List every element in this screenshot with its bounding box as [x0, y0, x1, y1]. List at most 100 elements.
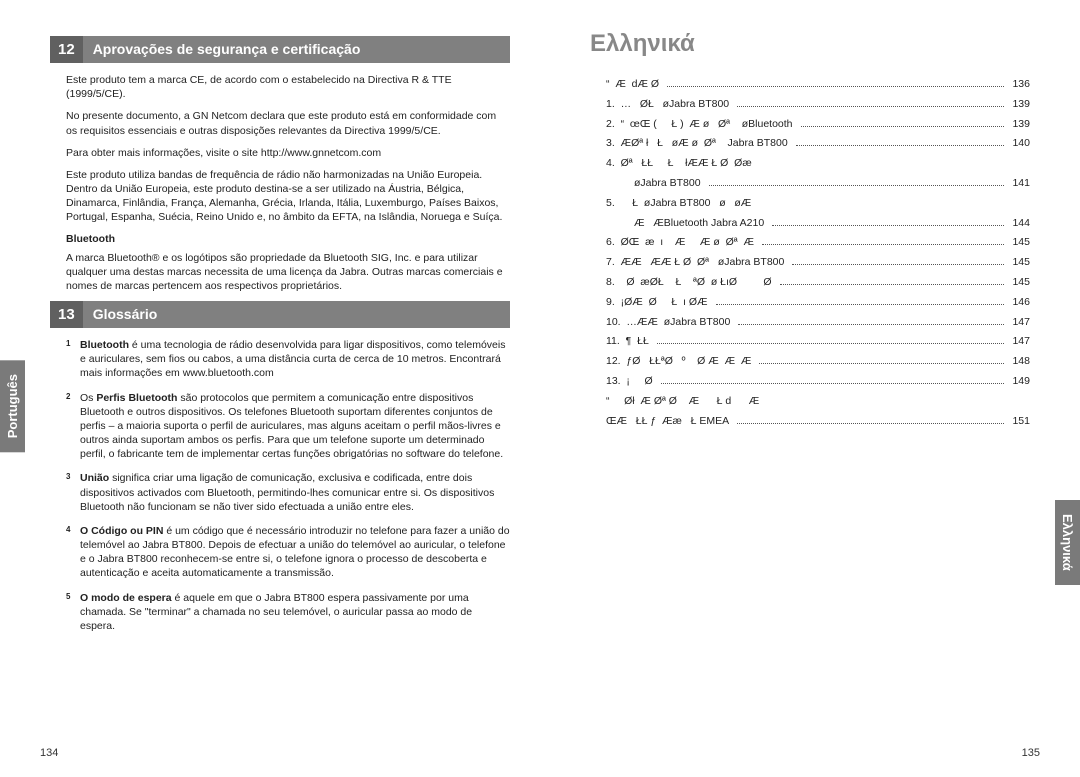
section-13-title: Glossário	[83, 301, 510, 328]
glossary-5: 5 O modo de espera é aquele em que o Jab…	[66, 591, 510, 634]
toc-leader	[661, 383, 1005, 384]
para-ce: Este produto tem a marca CE, de acordo c…	[66, 73, 510, 101]
toc-page: 147	[1012, 314, 1030, 331]
bluetooth-heading: Bluetooth	[66, 233, 510, 245]
glossary-1-num: 1	[66, 339, 74, 382]
toc-label: 3. ÆØª ł Ł øÆ ø Øª Jabra BT800	[606, 135, 788, 152]
toc-label: ŒÆ ŁŁ ƒ Ææ Ł EMEA	[606, 413, 729, 430]
toc-row: 5. Ł øJabra BT800 ø øÆ	[606, 195, 1030, 212]
glossary-4: 4 O Código ou PIN é um código que é nece…	[66, 524, 510, 581]
toc-row: 1. … ØŁ øJabra BT800 139	[606, 96, 1030, 113]
toc-row: 7. ÆÆ ÆÆ Ł Ø Øª øJabra BT800 145	[606, 254, 1030, 271]
page-num-left: 134	[40, 747, 58, 759]
toc-row: 12. ƒØ ŁŁªØ º Ø Æ Æ Æ 148	[606, 353, 1030, 370]
toc-leader	[792, 264, 1004, 265]
toc-page: 145	[1012, 254, 1030, 271]
section-12-title: Aprovações de segurança e certificação	[83, 36, 510, 63]
toc-page: 145	[1012, 234, 1030, 251]
table-of-contents: “ Æ dÆ Ø1361. … ØŁ øJabra BT8001392. “ œ…	[606, 76, 1030, 429]
toc-page: 139	[1012, 116, 1030, 133]
toc-row: “ Æ dÆ Ø 136	[606, 76, 1030, 93]
greek-title: Ελληνικά	[590, 30, 1030, 58]
section-12-num: 12	[50, 36, 83, 63]
toc-leader	[709, 185, 1005, 186]
toc-label: 1. … ØŁ øJabra BT800	[606, 96, 729, 113]
toc-row: 6. ØŒ æ ı Æ Æ ø Øª Æ 145	[606, 234, 1030, 251]
toc-page: 136	[1012, 76, 1030, 93]
para-conformity: No presente documento, a GN Netcom decla…	[66, 109, 510, 137]
toc-page: 141	[1012, 175, 1030, 192]
section-13-num: 13	[50, 301, 83, 328]
toc-row: Æ ÆBluetooth Jabra A210 144	[606, 215, 1030, 232]
glossary-4-text: O Código ou PIN é um código que é necess…	[80, 524, 510, 581]
toc-label: 9. ¡ØÆ Ø Ł ı ØÆ	[606, 294, 708, 311]
toc-row: 4. Øª ŁŁ Ł łÆÆ Ł Ø Øæ	[606, 155, 1030, 172]
toc-row: øJabra BT800 141	[606, 175, 1030, 192]
toc-row: “ Øł Æ Øª Ø Æ Ł d Æ	[606, 393, 1030, 410]
toc-row: 13. ¡ Ø 149	[606, 373, 1030, 390]
toc-label: 6. ØŒ æ ı Æ Æ ø Øª Æ	[606, 234, 754, 251]
glossary-1-text: Bluetooth é uma tecnologia de rádio dese…	[80, 338, 510, 381]
page-right: Ελληνικά Ελληνικά “ Æ dÆ Ø 136 1. … ØŁ øJa…	[540, 0, 1080, 777]
glossary-4-num: 4	[66, 525, 74, 582]
toc-label: 13. ¡ Ø	[606, 373, 653, 390]
toc-label: “ Øł Æ Øª Ø Æ Ł d Æ	[606, 393, 759, 410]
toc-label: Æ ÆBluetooth Jabra A210	[634, 215, 764, 232]
toc-label: 5. Ł øJabra BT800 ø øÆ	[606, 195, 751, 212]
toc-label: 12. ƒØ ŁŁªØ º Ø Æ Æ Æ	[606, 353, 751, 370]
toc-page: 151	[1012, 413, 1030, 430]
toc-page: 148	[1012, 353, 1030, 370]
toc-label: 11. ¶ ŁŁ	[606, 333, 649, 350]
toc-row: 2. “ œŒ ( Ł ) Æ ø Øª øBluetooth 139	[606, 116, 1030, 133]
toc-leader	[657, 343, 1005, 344]
toc-page: 140	[1012, 135, 1030, 152]
para-moreinfo: Para obter mais informações, visite o si…	[66, 146, 510, 160]
toc-page: 139	[1012, 96, 1030, 113]
toc-label: 4. Øª ŁŁ Ł łÆÆ Ł Ø Øæ	[606, 155, 752, 172]
toc-leader	[759, 363, 1004, 364]
glossary-5-num: 5	[66, 592, 74, 635]
page-left: Português 12 Aprovações de segurança e c…	[0, 0, 540, 777]
glossary-3: 3 União significa criar uma ligação de c…	[66, 471, 510, 514]
glossary-1: 1 Bluetooth é uma tecnologia de rádio de…	[66, 338, 510, 381]
toc-row: 8. Ø æØŁ Ł ªØ ø ŁıØ Ø145	[606, 274, 1030, 291]
glossary-5-text: O modo de espera é aquele em que o Jabra…	[80, 591, 510, 634]
toc-leader	[796, 145, 1005, 146]
para-bt-trademark: A marca Bluetooth® e os logótipos são pr…	[66, 251, 510, 294]
toc-leader	[772, 225, 1004, 226]
toc-row: 10. …ÆÆ øJabra BT800 147	[606, 314, 1030, 331]
glossary-2-text: Os Perfis Bluetooth são protocolos que p…	[80, 391, 510, 462]
toc-leader	[738, 324, 1004, 325]
toc-row: 11. ¶ ŁŁ 147	[606, 333, 1030, 350]
toc-leader	[780, 284, 1005, 285]
section-13-header: 13 Glossário	[50, 301, 510, 328]
toc-page: 147	[1012, 333, 1030, 350]
toc-leader	[762, 244, 1004, 245]
toc-leader	[667, 86, 1004, 87]
toc-leader	[716, 304, 1005, 305]
para-eu: Este produto utiliza bandas de frequênci…	[66, 168, 510, 225]
toc-label: 10. …ÆÆ øJabra BT800	[606, 314, 730, 331]
side-tab-portugues: Português	[0, 360, 25, 452]
toc-page: 149	[1012, 373, 1030, 390]
glossary-2: 2 Os Perfis Bluetooth são protocolos que…	[66, 391, 510, 462]
toc-label: 2. “ œŒ ( Ł ) Æ ø Øª øBluetooth	[606, 116, 793, 133]
glossary-3-num: 3	[66, 472, 74, 515]
toc-leader	[801, 126, 1005, 127]
glossary-2-num: 2	[66, 392, 74, 463]
toc-row: 9. ¡ØÆ Ø Ł ı ØÆ 146	[606, 294, 1030, 311]
toc-label: 8. Ø æØŁ Ł ªØ ø ŁıØ Ø	[606, 274, 772, 291]
toc-label: 7. ÆÆ ÆÆ Ł Ø Øª øJabra BT800	[606, 254, 784, 271]
toc-page: 144	[1012, 215, 1030, 232]
toc-label: øJabra BT800	[634, 175, 701, 192]
toc-row: 3. ÆØª ł Ł øÆ ø Øª Jabra BT800 140	[606, 135, 1030, 152]
toc-leader	[737, 423, 1004, 424]
glossary-3-text: União significa criar uma ligação de com…	[80, 471, 510, 514]
toc-page: 146	[1012, 294, 1030, 311]
page-num-right: 135	[1022, 747, 1040, 759]
toc-leader	[737, 106, 1004, 107]
side-tab-greek: Ελληνικά	[1055, 500, 1080, 585]
toc-row: ŒÆ ŁŁ ƒ Ææ Ł EMEA 151	[606, 413, 1030, 430]
toc-label: “ Æ dÆ Ø	[606, 76, 659, 93]
section-12-header: 12 Aprovações de segurança e certificaçã…	[50, 36, 510, 63]
